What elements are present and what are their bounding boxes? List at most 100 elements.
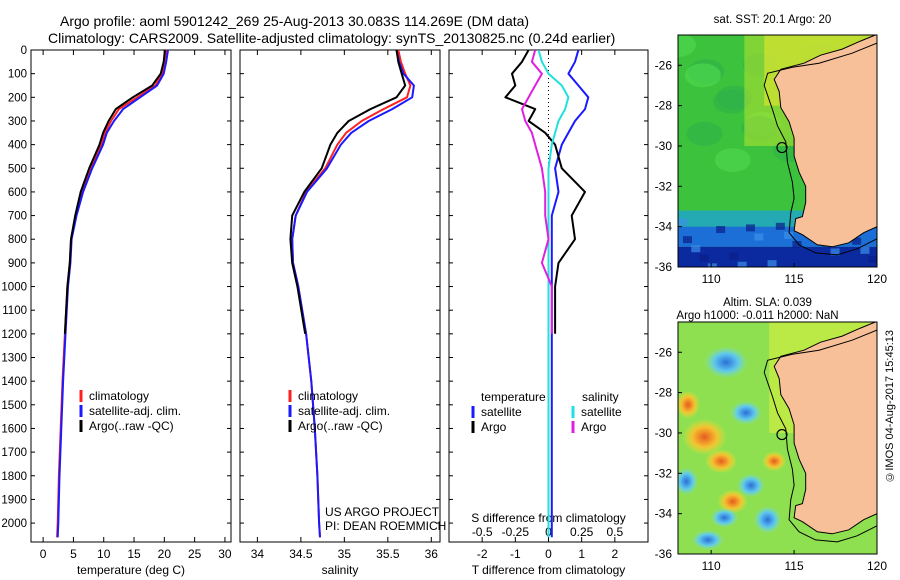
- diff-legend-label: satellite: [581, 405, 622, 419]
- sla-anomaly-blob: [678, 390, 700, 419]
- temperature-xtick-label: 10: [97, 547, 111, 561]
- depth-tick-label: 700: [8, 211, 27, 223]
- depth-tick-label: 600: [8, 187, 27, 199]
- sla_map-ytick-label: -36: [655, 547, 673, 561]
- salinity-xlabel: salinity: [322, 563, 359, 577]
- depth-tick-label: 1500: [1, 400, 27, 412]
- sla_map-xtick-label: 115: [785, 559, 804, 573]
- diff-legend-label: Argo: [581, 420, 607, 434]
- map-panels: 110 115 120 -26 -28 -30 -32 -34 -36 sat. SST: 20.…: [655, 14, 888, 573]
- depth-tick-label: 1900: [1, 494, 27, 506]
- sst_map-panel: 110 115 120 -26 -28 -30 -32 -34 -36 sat. SST: 20.…: [655, 14, 888, 286]
- pi-annotation: PI: DEAN ROEMMICH: [325, 519, 446, 533]
- sst_map-xtick-label: 120: [867, 272, 887, 286]
- sla-anomaly-blob: [710, 507, 739, 528]
- sst_map-argo-location-marker: [776, 141, 788, 154]
- temperature-series: [56, 50, 169, 538]
- sst-pixel: [754, 233, 764, 241]
- sla_map-title: Altim. SLA: 0.039: [723, 297, 812, 309]
- sla-anomaly-blob: [762, 451, 787, 472]
- sst-patch: [686, 121, 723, 146]
- temperature-xtick-label: 25: [188, 547, 202, 561]
- sla_map-ytick-label: -30: [655, 426, 673, 440]
- temperature-xtick-label: 15: [127, 547, 141, 561]
- temperature-legend-label: satellite-adj. clim.: [89, 404, 181, 418]
- sla_map-argo-location-marker: [776, 428, 788, 441]
- sla_map-field: [678, 322, 877, 554]
- depth-tick-label: 1400: [1, 376, 27, 388]
- salinity-xtick-label: 34: [251, 547, 265, 561]
- salinity-xtick-label: 35: [338, 547, 352, 561]
- depth-tick-label: 1200: [1, 329, 27, 341]
- temperature-xtick-label: 30: [218, 547, 232, 561]
- sst-pixel: [691, 245, 701, 253]
- sst-pixel: [767, 260, 777, 267]
- temperature-legend-label: climatology: [89, 389, 149, 403]
- depth-tick-label: 300: [8, 116, 27, 128]
- sst-patch: [678, 35, 696, 58]
- depth-tick-label: 500: [8, 163, 27, 175]
- depth-tick-label: 1000: [1, 282, 27, 294]
- differences-xtick-label: -1: [510, 547, 521, 561]
- sst-pixel: [737, 261, 747, 267]
- sst-pixel: [745, 224, 755, 232]
- sla_map-frame: [677, 321, 878, 555]
- salinity-xtick-label: 36: [425, 547, 439, 561]
- salinity-diff-tick-label: 0.25: [570, 525, 594, 539]
- sst-pixel: [716, 226, 726, 234]
- sst_map-frame: [677, 34, 878, 268]
- depth-tick-label: 1100: [2, 305, 27, 317]
- temperature-xtick-label: 5: [70, 547, 77, 561]
- temperature-line-argo-raw-qc-: [63, 50, 166, 334]
- sst-pixel: [682, 236, 692, 244]
- differences-line-argo-salinity: [521, 50, 553, 334]
- sla-anomaly-blob: [678, 467, 699, 496]
- salinity-xtick-label: 34.5: [289, 547, 313, 561]
- sst_map-ytick-label: -34: [655, 220, 673, 234]
- sst-pixel: [699, 254, 709, 262]
- depth-tick-label: 1300: [1, 353, 27, 365]
- sla-anomaly-blob: [753, 505, 782, 534]
- profile-title: Argo profile: aoml 5901242_269 25-Aug-20…: [60, 13, 530, 29]
- salinity-diff-tick-label: -0.25: [502, 525, 530, 539]
- sla_map-land: [773, 322, 877, 535]
- legend-heading-temperature: temperature: [481, 390, 546, 404]
- sst_map-field: [678, 35, 877, 267]
- sst-patch: [713, 89, 750, 114]
- differences-xlabel: T difference from climatology: [472, 563, 626, 577]
- temperature-legend-label: Argo(..raw -QC): [89, 419, 174, 433]
- sst-pixel: [729, 252, 739, 260]
- depth-tick-label: 900: [8, 258, 27, 270]
- sla-anomaly-blob: [704, 346, 749, 379]
- salinity-legend-label: satellite-adj. clim.: [298, 404, 390, 418]
- differences-xtick-label: 0: [545, 547, 552, 561]
- depth-tick-label: 0: [21, 45, 27, 57]
- sla_map-ytick-label: -34: [655, 507, 673, 521]
- depth-tick-label: 200: [8, 92, 27, 104]
- sla-anomaly-blob: [717, 489, 748, 514]
- sst-pixel: [784, 231, 794, 239]
- salinity-line-satellite-adj-clim-: [291, 50, 415, 538]
- differences-xtick-label: 1: [578, 547, 585, 561]
- sst_map-title: sat. SST: 20.1 Argo: 20: [714, 14, 832, 26]
- sla-anomaly-blob: [691, 529, 724, 550]
- sla_map-shelf-contour: [763, 329, 877, 543]
- diff-legend-label: Argo: [481, 420, 507, 434]
- depth-tick-label: 1600: [1, 423, 27, 435]
- sst_map-xtick-label: 115: [785, 272, 804, 286]
- sla-anomaly-blob: [736, 473, 765, 498]
- temperature-line-satellite-adj-clim-: [56, 50, 169, 538]
- sst-cold-band: [678, 246, 877, 267]
- sst-patch: [684, 63, 721, 88]
- temperature-xtick-label: 20: [158, 547, 172, 561]
- sst_map-shelf-contour: [763, 42, 877, 256]
- differences-xtick-label: -2: [477, 547, 488, 561]
- diff-legend-label: satellite: [481, 405, 522, 419]
- sla_map-xtick-label: 120: [867, 559, 887, 573]
- depth-tick-label: 1700: [1, 447, 27, 459]
- temperature-xtick-label: 0: [40, 547, 47, 561]
- sst-pixel: [852, 237, 862, 245]
- salinity-frame: [239, 49, 441, 543]
